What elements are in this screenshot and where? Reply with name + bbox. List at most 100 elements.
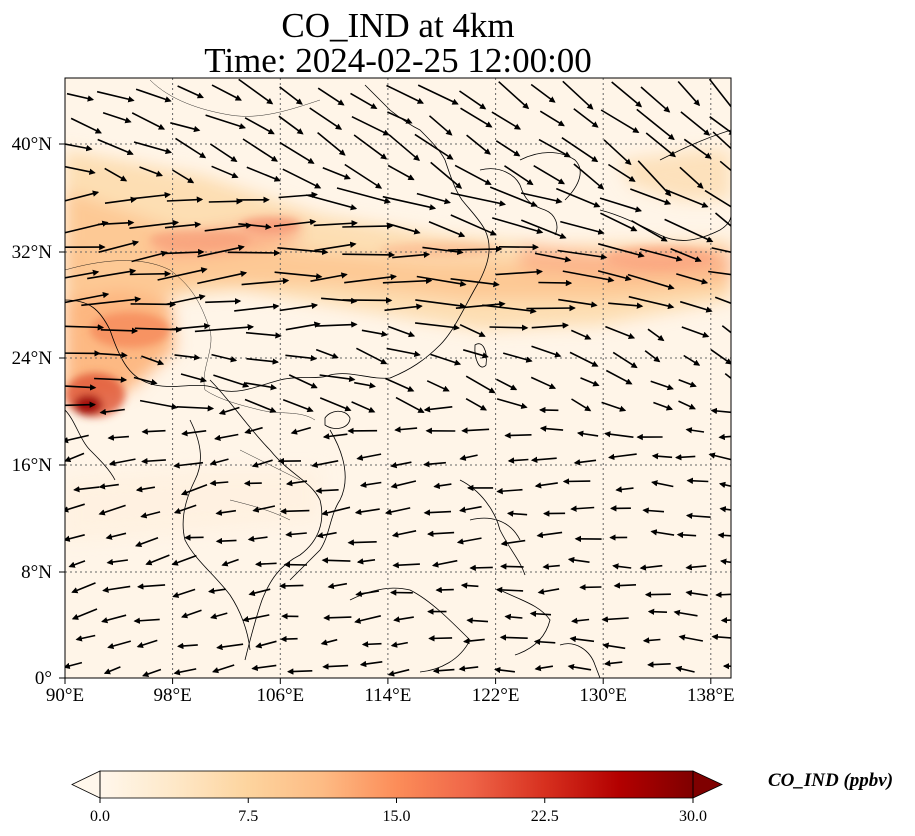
wind-vector-arrow xyxy=(447,245,503,253)
wind-vector-arrow xyxy=(458,665,479,672)
wind-vector-arrow xyxy=(642,507,665,514)
wind-vector-arrow xyxy=(500,539,526,547)
wind-vector-arrow xyxy=(319,374,356,383)
wind-vector-arrow xyxy=(496,378,518,391)
lat-tick-label: 32°N xyxy=(11,242,52,263)
wind-vector-arrow xyxy=(647,661,671,668)
wind-vector-arrow xyxy=(521,219,567,239)
wind-vector-arrow xyxy=(569,351,599,367)
wind-vector-arrow xyxy=(685,427,705,434)
wind-vector-arrow xyxy=(533,165,566,185)
wind-vector-arrow xyxy=(627,273,675,290)
wind-vector-arrow xyxy=(676,531,697,539)
wind-vector-arrow xyxy=(387,111,413,124)
wind-vector-arrow xyxy=(719,160,731,172)
wind-vector-arrow xyxy=(597,270,632,282)
wind-vector-arrow xyxy=(675,454,696,461)
wind-vector-arrow xyxy=(573,163,605,190)
wind-vector-arrow xyxy=(242,614,270,623)
wind-vector-arrow xyxy=(459,323,486,337)
wind-vector-arrow xyxy=(645,132,676,158)
wind-vector-arrow xyxy=(247,535,268,543)
wind-vector-arrow xyxy=(491,217,544,235)
wind-vector-arrow xyxy=(205,298,242,305)
wind-vector-arrow xyxy=(392,251,431,259)
wind-vector-arrow xyxy=(720,617,731,624)
wind-vector-arrow xyxy=(558,298,598,308)
wind-vector-arrow xyxy=(390,480,417,489)
wind-vector-arrow xyxy=(180,609,202,619)
wind-vector-arrow xyxy=(251,664,277,672)
wind-vector-arrow xyxy=(140,511,161,519)
wind-vector-arrow xyxy=(65,452,85,463)
wind-vector-arrow xyxy=(506,510,528,517)
wind-vector-arrow xyxy=(504,613,523,621)
wind-vector-arrow xyxy=(205,114,247,130)
wind-vector-arrow xyxy=(141,428,166,435)
wind-vector-arrow xyxy=(390,461,412,469)
wind-vector-arrow xyxy=(489,186,538,207)
wind-vector-arrow xyxy=(356,347,388,365)
wind-vector-arrow xyxy=(683,354,701,366)
wind-vector-arrow xyxy=(639,248,683,262)
wind-vector-arrow xyxy=(526,304,576,312)
colorbar xyxy=(71,770,723,803)
map-frame xyxy=(64,77,732,679)
wind-vector-arrow xyxy=(87,268,137,280)
wind-vector-arrow xyxy=(640,86,671,113)
wind-vector-arrow xyxy=(361,641,382,648)
wind-vector-arrow xyxy=(456,537,482,545)
wind-vector-arrow xyxy=(98,240,140,253)
wind-vector-arrow xyxy=(180,483,208,496)
wind-vector-arrow xyxy=(210,612,228,620)
wind-vector-arrow xyxy=(428,635,453,642)
wind-vector-arrow xyxy=(431,559,458,568)
wind-vector-arrow xyxy=(94,376,128,383)
wind-vector-arrow xyxy=(342,222,394,230)
wind-vector-arrow xyxy=(131,112,166,130)
wind-vector-arrow xyxy=(601,401,627,412)
wind-vector-arrow xyxy=(601,616,629,623)
colorbar-tick-label: 0.0 xyxy=(90,808,110,825)
wind-vector-arrow xyxy=(314,241,357,252)
wind-vector-arrow xyxy=(533,638,556,646)
wind-vector-arrow xyxy=(499,634,528,641)
wind-vector-arrow xyxy=(347,539,377,546)
wind-vector-arrow xyxy=(285,531,307,538)
wind-vector-arrow xyxy=(459,90,487,110)
wind-vector-arrow xyxy=(430,161,463,189)
wind-vector-arrow xyxy=(534,664,554,672)
wind-vector-arrow xyxy=(208,198,243,205)
wind-vector-arrow xyxy=(560,220,605,235)
wind-vector-arrow xyxy=(482,304,537,314)
wind-vector-arrow xyxy=(555,187,601,208)
wind-vector-arrow xyxy=(460,582,479,589)
wind-vector-arrow xyxy=(708,78,731,108)
wind-vector-arrow xyxy=(245,382,278,391)
wind-vector-arrow xyxy=(538,138,571,158)
wind-vector-arrow xyxy=(288,374,318,389)
co-concentration-field xyxy=(65,78,731,678)
wind-vector-arrow xyxy=(494,666,515,674)
colorbar-tick-label: 7.5 xyxy=(238,808,259,825)
wind-vector-arrow xyxy=(174,354,201,361)
wind-vector-arrow xyxy=(65,190,100,202)
wind-vector-arrow xyxy=(71,582,96,594)
wind-vector-arrow xyxy=(216,643,244,651)
wind-vector-arrow xyxy=(173,668,197,676)
wind-vector-arrow xyxy=(278,115,304,135)
wind-vector-arrow xyxy=(387,668,410,677)
wind-vector-arrow xyxy=(454,164,492,186)
wind-vector-arrow xyxy=(628,295,675,310)
wind-vector-arrow xyxy=(612,563,632,570)
wind-vector-arrow xyxy=(252,505,276,513)
wind-vector-arrow xyxy=(714,212,731,227)
wind-vector-arrow xyxy=(465,375,496,394)
wind-vector-arrow xyxy=(344,163,383,189)
wind-vector-arrow xyxy=(141,668,162,678)
wind-vector-arrow xyxy=(309,107,343,130)
wind-vector-arrow xyxy=(433,482,452,490)
wind-vector-arrow xyxy=(562,80,594,110)
wind-vector-arrow xyxy=(683,138,712,159)
wind-vector-arrow xyxy=(709,116,731,136)
